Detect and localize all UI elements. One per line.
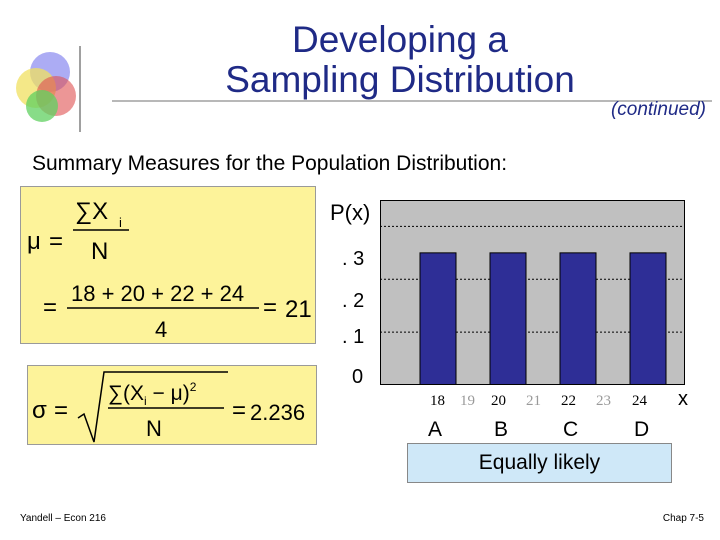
y-tick-label: . 1: [342, 326, 365, 348]
svg-text:=: =: [263, 294, 277, 321]
x-tick-label: 24: [632, 393, 647, 409]
x-tick-label: 23: [596, 393, 611, 409]
bar-letter-b: B: [494, 418, 509, 441]
x-tick-label: 19: [460, 393, 475, 409]
sigma-denominator: N: [146, 416, 162, 441]
bar-letter-a: A: [428, 418, 443, 441]
logo-circles-icon: [16, 46, 81, 132]
svg-text:=: =: [54, 397, 68, 424]
bar-chart: [380, 200, 685, 385]
title-divider: [112, 100, 712, 102]
footer-left: Yandell – Econ 216: [20, 513, 106, 524]
mean-formula-box: μ = ∑X i N = 18 + 20 + 22 + 24 4 = 21: [20, 186, 316, 344]
y-axis-label: P(x): [330, 200, 371, 225]
stddev-formula-box: σ = ∑(Xi − μ)2 N = 2.236: [27, 365, 317, 445]
mu-numerator: ∑X: [75, 198, 108, 225]
y-tick-label: . 2: [342, 290, 365, 312]
svg-text:=: =: [49, 228, 63, 255]
bar-letter-d: D: [634, 418, 650, 441]
footer-right: Chap 7-5: [662, 513, 704, 524]
mean-result: 21: [285, 296, 312, 323]
summary-heading: Summary Measures for the Population Dist…: [32, 152, 508, 175]
bar-letter-c: C: [563, 418, 579, 441]
stddev-formula: σ = ∑(Xi − μ)2 N = 2.236: [32, 371, 305, 443]
bar-22: [559, 252, 597, 385]
x-axis-label: x: [678, 388, 688, 410]
bar-20: [489, 252, 527, 385]
subtitle: (continued): [610, 99, 706, 120]
sqrt-sign-icon: [77, 371, 228, 443]
svg-text:=: =: [43, 294, 57, 321]
mu-denominator: N: [91, 238, 108, 265]
page-title: Developing a Sampling Distribution: [150, 20, 650, 100]
sigma-result: 2.236: [250, 400, 305, 425]
svg-text:=: =: [232, 397, 246, 424]
mean-formula: μ = ∑X i N = 18 + 20 + 22 + 24 4 = 21: [27, 198, 312, 342]
x-tick-label: 20: [491, 393, 506, 409]
x-tick-label: 22: [561, 393, 576, 409]
mu-symbol: μ: [27, 228, 41, 255]
mean-numerator: 18 + 20 + 22 + 24: [71, 281, 244, 306]
y-tick-label: . 3: [342, 248, 365, 270]
x-tick-label: 18: [430, 393, 445, 409]
x-tick-label: 21: [526, 393, 541, 409]
bar-18: [419, 252, 457, 385]
sigma-numerator: ∑(Xi − μ)2: [108, 380, 197, 408]
equally-likely-caption: Equally likely: [407, 443, 672, 483]
title-line-1: Developing a: [292, 19, 508, 60]
sigma-symbol: σ: [32, 397, 47, 424]
title-line-2: Sampling Distribution: [225, 59, 575, 100]
mu-subscript: i: [119, 215, 122, 230]
bar-24: [629, 252, 667, 385]
plot-border: [380, 200, 685, 385]
mean-denominator: 4: [155, 317, 167, 342]
y-tick-label: 0: [352, 366, 364, 388]
